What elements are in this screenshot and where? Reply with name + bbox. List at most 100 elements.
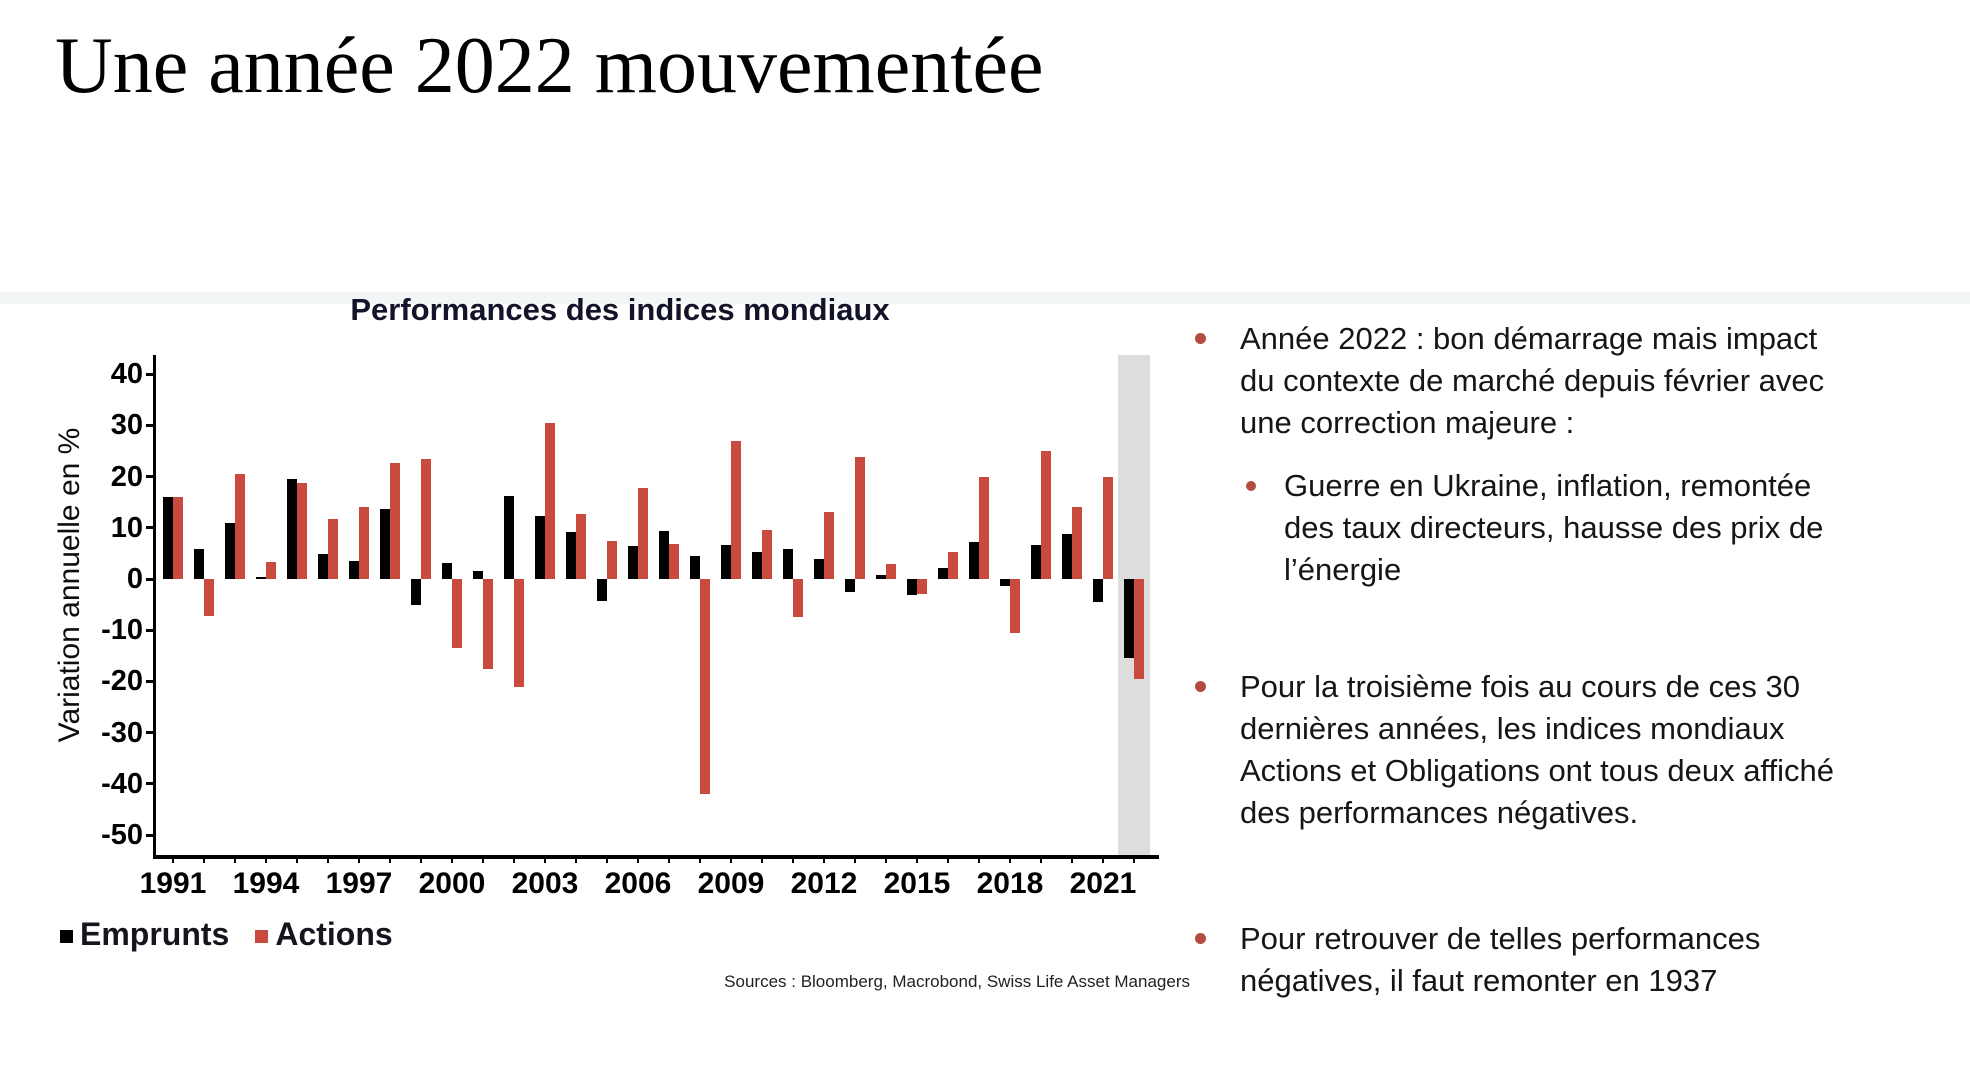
bar-actions-1994 (266, 562, 276, 579)
y-tick-label--10: -10 (101, 614, 143, 647)
y-tick-30 (146, 423, 156, 427)
bar-emprunts-2008 (690, 555, 700, 579)
bar-actions-2000 (452, 579, 462, 649)
bullet-annee-2022: Année 2022 : bon démarrage mais impact d… (1195, 318, 1824, 444)
bar-emprunts-2012 (814, 558, 824, 579)
bullet-text: Guerre en Ukraine, inflation, remontée d… (1284, 468, 1824, 587)
chart-plot-area: 40 30 20 10 0 -10 -20 -30 -40 -50 1991 1994 1997 2000… (101, 355, 1159, 900)
bullet-text: Pour retrouver de telles performances né… (1240, 921, 1761, 998)
emprunts-swatch-icon (60, 929, 73, 943)
bar-actions-2008 (700, 579, 710, 795)
bullet-text: Pour la troisième fois au cours de ces 3… (1240, 669, 1834, 830)
bar-emprunts-2005 (597, 579, 607, 601)
x-tick-2002 (513, 855, 515, 863)
x-tick-label-2012: 2012 (790, 867, 858, 900)
x-tick-label-2003: 2003 (511, 867, 579, 900)
legend-label-emprunts: Emprunts (80, 916, 230, 952)
x-tick-label-1991: 1991 (139, 867, 207, 900)
bar-actions-2009 (731, 440, 741, 579)
bar-actions-2017 (979, 476, 989, 579)
x-tick-2019 (1040, 855, 1042, 863)
bar-emprunts-1992 (194, 549, 204, 579)
x-tick-2004 (575, 855, 577, 863)
bar-actions-2015 (917, 579, 927, 594)
x-tick-2016 (947, 855, 949, 863)
legend-item-actions: Actions (255, 916, 393, 953)
y-tick--20 (146, 679, 156, 683)
y-tick--10 (146, 628, 156, 632)
bar-actions-1991 (173, 497, 183, 579)
bar-actions-2016 (948, 552, 958, 579)
bar-actions-2011 (793, 579, 803, 617)
x-tick-2011 (792, 855, 794, 863)
bar-emprunts-1995 (287, 479, 297, 579)
x-tick-2020 (1071, 855, 1073, 863)
x-tick-2005 (606, 855, 608, 863)
x-tick-1995 (296, 855, 298, 863)
bar-actions-2005 (607, 541, 617, 579)
bar-actions-1995 (297, 483, 307, 579)
legend-item-emprunts: Emprunts (60, 916, 229, 953)
y-tick-label-10: 10 (110, 511, 143, 544)
chart-sources: Sources : Bloomberg, Macrobond, Swiss Li… (724, 972, 1190, 991)
x-tick-1999 (420, 855, 422, 863)
y-axis-line (153, 355, 156, 859)
bar-emprunts-1993 (225, 522, 235, 579)
x-tick-label-2018: 2018 (976, 867, 1044, 900)
bar-actions-2010 (762, 530, 772, 579)
y-tick-label-20: 20 (110, 460, 143, 493)
x-tick-2014 (885, 855, 887, 863)
x-tick-1991 (172, 855, 174, 863)
bar-actions-1999 (421, 458, 431, 579)
x-tick-label-2021: 2021 (1069, 867, 1137, 900)
bar-emprunts-1994 (256, 577, 266, 579)
x-tick-label-1994: 1994 (232, 867, 300, 900)
bar-emprunts-2016 (938, 568, 948, 579)
y-tick-20 (146, 475, 156, 479)
bar-emprunts-2022 (1124, 579, 1134, 659)
bullet-dot (1195, 933, 1206, 944)
bar-emprunts-2003 (535, 516, 545, 579)
x-tick-2022 (1133, 855, 1135, 863)
bar-emprunts-2015 (907, 579, 917, 596)
bullet-text: Année 2022 : bon démarrage mais impact d… (1240, 321, 1825, 440)
x-tick-2007 (668, 855, 670, 863)
x-tick-1992 (203, 855, 205, 863)
bar-actions-1996 (328, 519, 338, 579)
chart-legend: Emprunts Actions (60, 916, 393, 953)
y-tick--50 (146, 833, 156, 837)
x-axis-line (153, 855, 1159, 859)
bar-emprunts-2001 (473, 571, 483, 579)
bar-actions-2021 (1103, 476, 1113, 579)
legend-label-actions: Actions (275, 916, 393, 952)
bar-emprunts-2020 (1062, 533, 1072, 579)
bar-emprunts-2019 (1031, 545, 1041, 579)
bar-actions-2019 (1041, 451, 1051, 579)
bar-emprunts-2013 (845, 579, 855, 593)
x-tick-2021 (1102, 855, 1104, 863)
background-strip (0, 292, 1970, 304)
x-tick-2001 (482, 855, 484, 863)
x-tick-2018 (1009, 855, 1011, 863)
x-tick-2015 (916, 855, 918, 863)
bar-actions-2020 (1072, 507, 1082, 579)
x-tick-label-2006: 2006 (604, 867, 672, 900)
bullet-dot (1195, 681, 1206, 692)
actions-swatch-icon (255, 929, 269, 943)
bar-emprunts-2007 (659, 530, 669, 579)
bar-emprunts-2002 (504, 495, 514, 579)
bar-emprunts-2009 (721, 545, 731, 579)
bar-actions-2003 (545, 422, 555, 579)
y-tick-label--50: -50 (101, 819, 143, 851)
bar-actions-1992 (204, 579, 214, 617)
page-title: Une année 2022 mouvementée (55, 22, 1044, 110)
bar-emprunts-2018 (1000, 579, 1010, 586)
bar-actions-1997 (359, 507, 369, 579)
y-tick-label-30: 30 (110, 409, 143, 442)
bar-actions-2006 (638, 487, 648, 579)
bar-actions-2018 (1010, 579, 1020, 633)
x-tick-2012 (823, 855, 825, 863)
y-tick-10 (146, 526, 156, 530)
x-tick-2008 (699, 855, 701, 863)
